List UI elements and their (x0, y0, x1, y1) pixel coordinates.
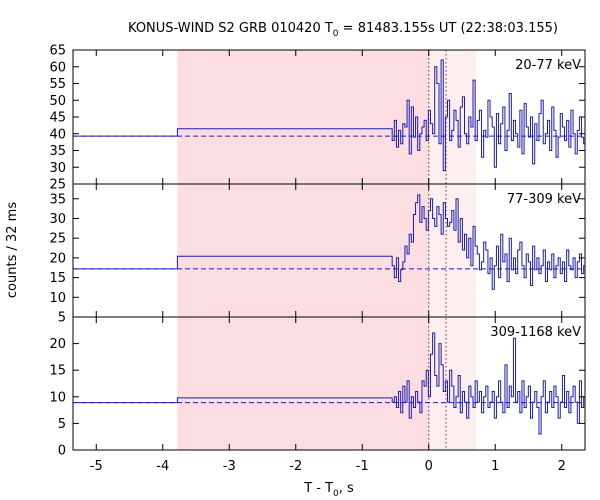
energy-band-label: 309-1168 keV (490, 325, 581, 340)
x-tick-label: -3 (223, 459, 236, 474)
x-tick-label: -5 (90, 459, 103, 474)
tick-marks (73, 49, 585, 451)
panel-frame-3 (72, 316, 586, 451)
energy-band-label: 77-309 keV (507, 192, 581, 207)
y-tick-label: 5 (58, 417, 66, 432)
light-curve-panel-3 (73, 332, 585, 435)
x-tick-label: 0 (425, 459, 433, 474)
y-tick-label: 0 (58, 444, 66, 459)
y-tick-label: 25 (49, 178, 66, 193)
y-tick-label: 10 (49, 390, 66, 405)
x-tick-label: 2 (558, 459, 566, 474)
y-tick-label: 35 (49, 192, 66, 207)
x-tick-label: -2 (289, 459, 302, 474)
y-axis-label: counts / 32 ms (5, 202, 20, 298)
y-tick-label: 20 (49, 337, 66, 352)
shaded-regions (177, 50, 476, 450)
light-curve-panel-2 (73, 194, 585, 290)
tick-labels: 253035404550556065510152025303505101520-… (49, 44, 565, 475)
chart-title: KONUS-WIND S2 GRB 010420 T0 = 81483.155s… (128, 21, 558, 39)
y-tick-label: 60 (49, 60, 66, 75)
y-tick-label: 10 (49, 291, 66, 306)
y-tick-label: 65 (49, 44, 66, 59)
x-axis-label: T - T0, s (303, 481, 354, 499)
y-tick-label: 45 (49, 111, 66, 126)
band-labels: 20-77 keV 77-309 keV 309-1168 keV (490, 58, 581, 340)
x-tick-label: -1 (356, 459, 369, 474)
energy-band-label: 20-77 keV (515, 58, 581, 73)
y-tick-label: 15 (49, 271, 66, 286)
y-tick-label: 35 (49, 144, 66, 159)
y-tick-label: 5 (58, 311, 66, 326)
y-tick-label: 20 (49, 251, 66, 266)
light-curves (73, 59, 585, 435)
y-tick-label: 15 (49, 364, 66, 379)
y-tick-label: 30 (49, 161, 66, 176)
y-tick-label: 55 (49, 77, 66, 92)
light-curve-panel-1 (73, 59, 585, 172)
y-tick-label: 25 (49, 232, 66, 247)
y-tick-label: 50 (49, 94, 66, 109)
x-tick-label: -4 (156, 459, 169, 474)
shaded-region-2 (177, 50, 429, 450)
y-tick-label: 30 (49, 212, 66, 227)
x-tick-label: 1 (491, 459, 499, 474)
y-tick-label: 40 (49, 127, 66, 142)
